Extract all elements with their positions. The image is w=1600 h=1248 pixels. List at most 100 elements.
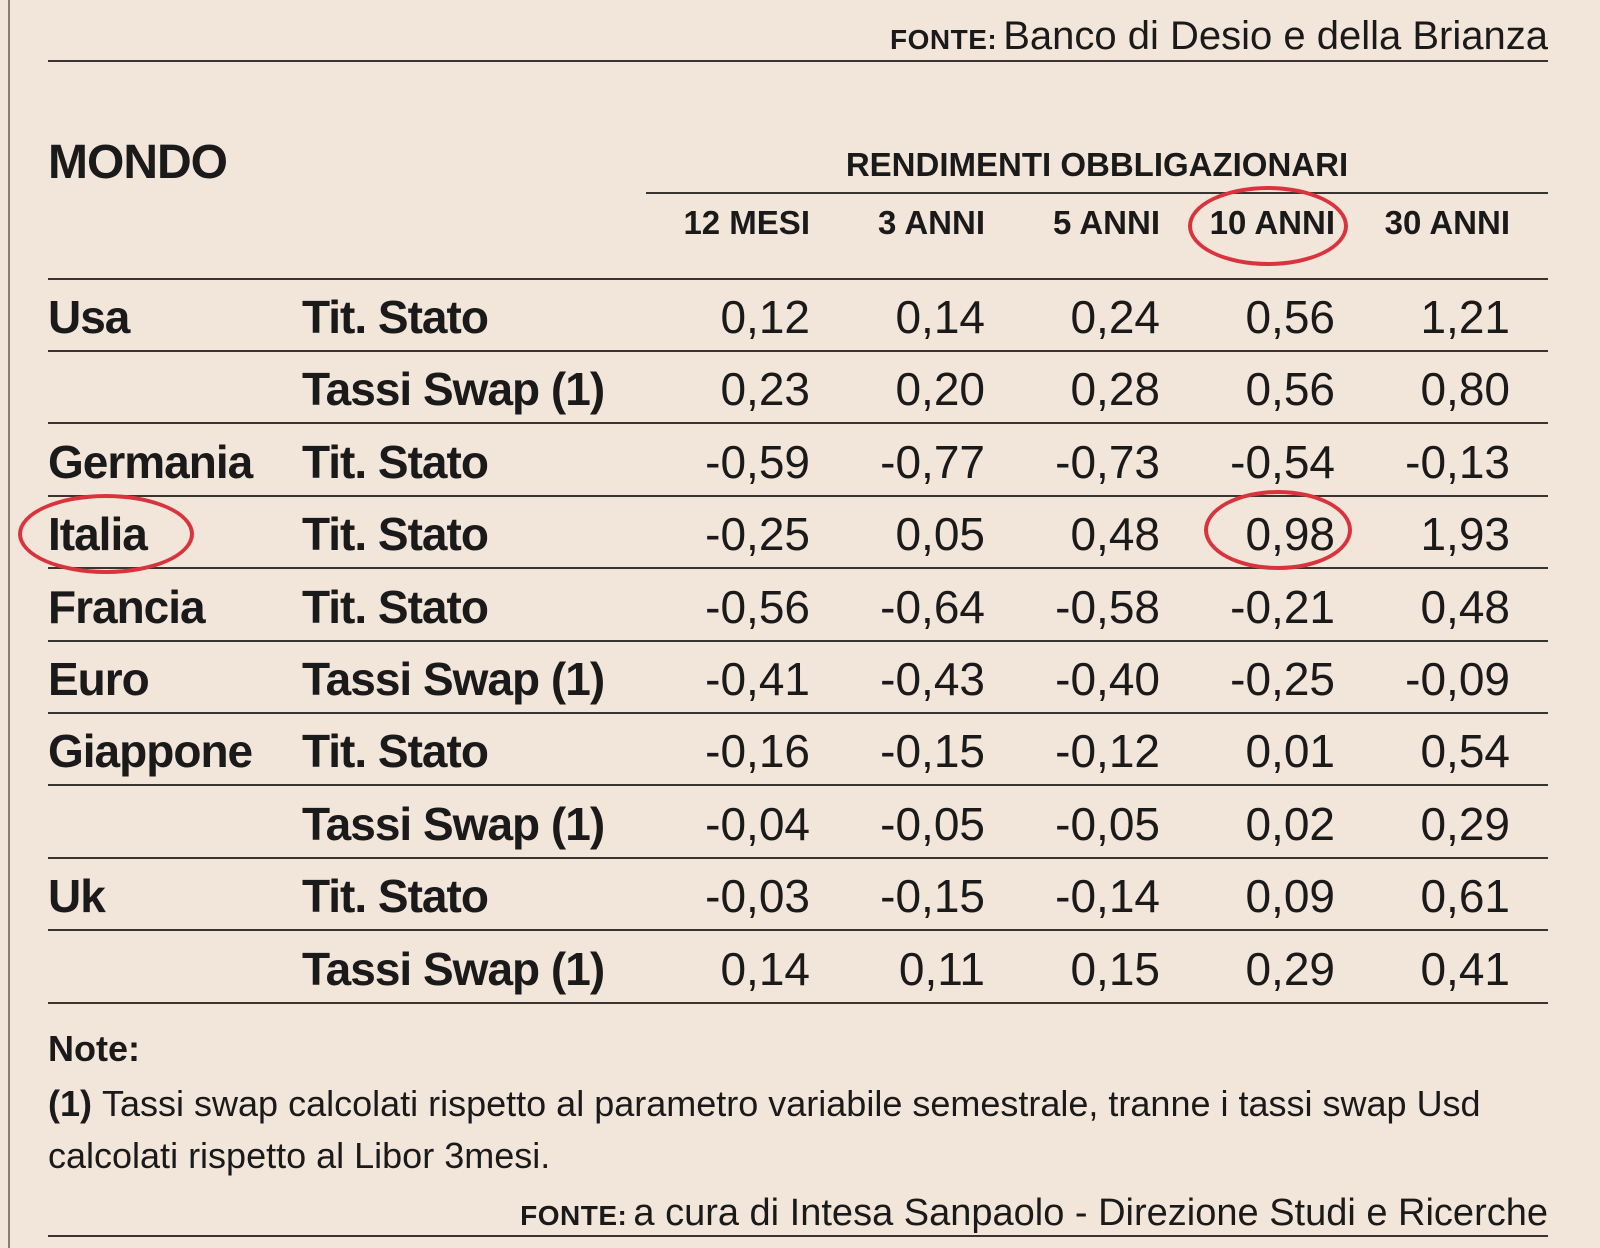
value-cell: 0,48: [1420, 580, 1510, 633]
value-cell: -0,05: [880, 797, 985, 850]
group-header-rule: [646, 192, 1548, 194]
source-bottom: FONTE: a cura di Intesa Sanpaolo - Direzi…: [520, 1192, 1548, 1235]
instrument-cell: Tassi Swap (1): [302, 653, 605, 705]
value-cell: -0,21: [1230, 580, 1335, 633]
table-row: Uk Tit. Stato -0,03 -0,15 -0,14 0,09 0,61: [48, 859, 1548, 932]
value-cell: -0,41: [705, 653, 810, 705]
country-cell: Usa: [48, 291, 130, 343]
value-cell: 0,41: [1420, 942, 1510, 995]
table-row: Tassi Swap (1) 0,14 0,11 0,15 0,29 0,41: [48, 932, 1548, 1004]
notes-body: (1) Tassi swap calcolati rispetto al para…: [48, 1078, 1548, 1182]
value-cell: 0,20: [895, 363, 985, 416]
source-bottom-text: a cura di Intesa Sanpaolo - Direzione St…: [633, 1192, 1548, 1234]
source-top-text: Banco di Desio e della Brianza: [1003, 14, 1548, 58]
row-divider: [48, 567, 1548, 570]
value-cell: 0,05: [895, 508, 985, 561]
instrument-cell: Tit. Stato: [302, 508, 489, 561]
row-divider: [48, 422, 1548, 425]
value-cell: -0,43: [880, 653, 985, 705]
value-cell: 0,29: [1245, 942, 1335, 995]
country-cell: Germania: [48, 435, 253, 488]
highlight-circle-italia: [18, 494, 194, 574]
highlight-circle-10-anni: [1188, 186, 1348, 266]
row-divider: [48, 494, 1548, 497]
value-cell: -0,56: [705, 580, 810, 633]
instrument-cell: Tit. Stato: [302, 870, 489, 923]
value-cell: 1,93: [1420, 508, 1510, 561]
table-row: Euro Tassi Swap (1) -0,41 -0,43 -0,40 -0,25 -0…: [48, 642, 1548, 714]
country-cell: Uk: [48, 870, 106, 923]
instrument-cell: Tit. Stato: [302, 291, 489, 343]
source-bottom-label: FONTE:: [520, 1200, 628, 1231]
page-left-border: [8, 0, 10, 1248]
value-cell: 1,21: [1420, 291, 1510, 343]
instrument-cell: Tassi Swap (1): [302, 363, 605, 416]
note-reference: (1): [48, 1083, 92, 1124]
value-cell: 0,14: [720, 942, 810, 995]
value-cell: -0,05: [1055, 797, 1160, 850]
value-cell: 0,54: [1420, 725, 1510, 778]
source-top: FONTE: Banco di Desio e della Brianza: [890, 14, 1548, 59]
value-cell: -0,15: [880, 725, 985, 778]
instrument-cell: Tit. Stato: [302, 435, 489, 488]
instrument-cell: Tassi Swap (1): [302, 797, 605, 850]
value-cell: 0,09: [1245, 870, 1335, 923]
table-row: Giappone Tit. Stato -0,16 -0,15 -0,12 0,01 0,5…: [48, 714, 1548, 787]
table-row: Usa Tit. Stato 0,12 0,14 0,24 0,56 1,21: [48, 280, 1548, 352]
instrument-cell: Tit. Stato: [302, 580, 489, 633]
row-divider: [48, 1001, 1548, 1004]
row-divider: [48, 929, 1548, 932]
value-cell: -0,09: [1405, 653, 1510, 705]
row-divider: [48, 350, 1548, 352]
note-text: Tassi swap calcolati rispetto al paramet…: [48, 1083, 1481, 1176]
value-cell: -0,03: [705, 870, 810, 923]
value-cell: -0,40: [1055, 653, 1160, 705]
value-cell: 0,80: [1420, 363, 1510, 416]
group-header: RENDIMENTI OBBLIGAZIONARI: [845, 146, 1349, 183]
top-divider: [48, 60, 1548, 62]
row-divider: [48, 856, 1548, 859]
table-row: Francia Tit. Stato -0,56 -0,64 -0,58 -0,21 0,4…: [48, 570, 1548, 642]
country-cell: Francia: [48, 580, 206, 633]
column-header-12-mesi: 12 MESI: [683, 204, 810, 241]
value-cell: -0,73: [1055, 435, 1160, 488]
notes-title: Note:: [48, 1028, 140, 1069]
value-cell: 0,01: [1245, 725, 1335, 778]
value-cell: 0,14: [895, 291, 985, 343]
value-cell: -0,15: [880, 870, 985, 923]
country-cell: Euro: [48, 653, 150, 705]
highlight-circle-italia-10y: [1204, 490, 1352, 570]
value-cell: -0,64: [880, 580, 985, 633]
value-cell: 0,48: [1070, 508, 1160, 561]
column-header-30-anni: 30 ANNI: [1384, 204, 1510, 241]
value-cell: -0,04: [705, 797, 810, 850]
value-cell: 0,23: [720, 363, 810, 416]
value-cell: -0,77: [880, 435, 985, 488]
value-cell: 0,12: [720, 291, 810, 343]
value-cell: -0,25: [705, 508, 810, 561]
source-top-label: FONTE:: [890, 24, 998, 55]
value-cell: 0,56: [1245, 291, 1335, 343]
table-row: Tassi Swap (1) 0,23 0,20 0,28 0,56 0,80: [48, 352, 1548, 425]
value-cell: -0,14: [1055, 870, 1160, 923]
column-header-5-anni: 5 ANNI: [1053, 204, 1160, 241]
value-cell: 0,61: [1420, 870, 1510, 923]
value-cell: -0,54: [1230, 435, 1335, 488]
table-row: Germania Tit. Stato -0,59 -0,77 -0,73 -0,54 -0…: [48, 425, 1548, 497]
value-cell: -0,25: [1230, 653, 1335, 705]
value-cell: -0,12: [1055, 725, 1160, 778]
row-divider: [48, 639, 1548, 642]
page-title: MONDO: [48, 136, 228, 189]
value-cell: 0,24: [1070, 291, 1160, 343]
value-cell: -0,16: [705, 725, 810, 778]
value-cell: 0,29: [1420, 797, 1510, 850]
value-cell: 0,15: [1070, 942, 1160, 995]
header-divider: [48, 278, 1548, 280]
table-row: Tassi Swap (1) -0,04 -0,05 -0,05 0,02 0,29: [48, 787, 1548, 859]
value-cell: -0,59: [705, 435, 810, 488]
value-cell: -0,13: [1405, 435, 1510, 488]
row-divider: [48, 784, 1548, 787]
value-cell: 0,11: [898, 942, 985, 995]
bottom-divider: [48, 1235, 1548, 1237]
country-cell: Giappone: [48, 725, 253, 778]
